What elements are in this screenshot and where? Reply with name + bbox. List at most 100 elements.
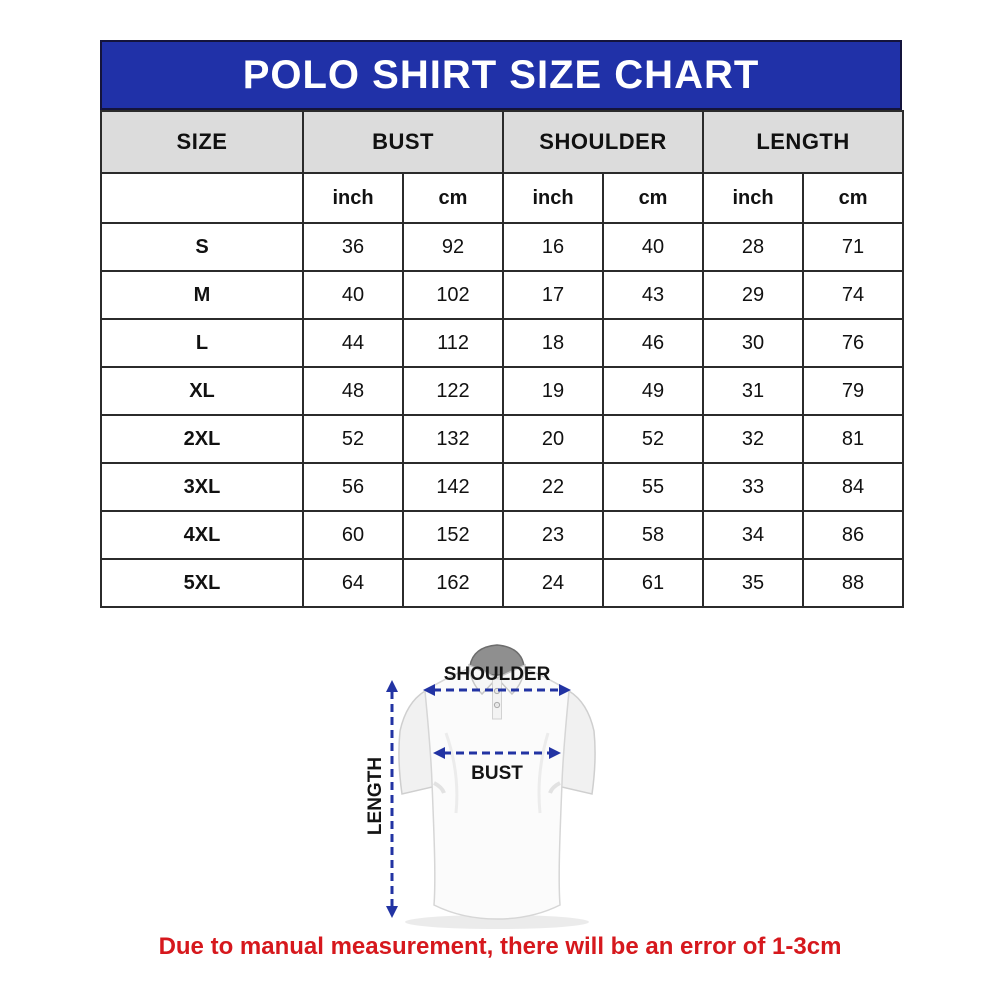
measurement-cell: 122 [401,366,505,416]
measurement-cell: 31 [702,366,805,416]
measurement-cell: 56 [302,462,404,512]
size-label: 3XL [100,462,304,512]
size-table-body: S 36 92 16 40 28 71 M 40 102 17 43 29 74 L 44 112 18 46 30 7… [100,222,905,608]
measurement-cell: 40 [602,222,705,272]
measurement-cell: 64 [302,558,404,608]
measurement-cell: 29 [702,270,805,320]
table-row: XL 48 122 19 49 31 79 [100,366,905,416]
column-group-header: SIZE [100,110,304,174]
size-label: M [100,270,304,320]
measurement-cell: 61 [602,558,705,608]
shoulder-arrow-right-head [559,684,571,696]
column-group-header: LENGTH [702,110,905,174]
measurement-cell: 76 [802,318,905,368]
button-placket [492,678,502,720]
measurement-cell: 24 [502,558,605,608]
crease-right [537,732,550,814]
unit-header: cm [401,172,505,224]
measurement-cell: 19 [502,366,605,416]
shirt-shadow [405,915,589,929]
unit-header-row: inch cm inch cm inch cm [100,172,905,224]
measurement-cell: 86 [802,510,905,560]
measurement-cell: 142 [401,462,505,512]
bust-label: BUST [471,763,523,784]
measurement-cell: 162 [401,558,505,608]
unit-header: cm [602,172,705,224]
collar-right-flap [495,663,526,696]
polo-shirt-diagram: SHOULDER BUST LENGTH [365,644,596,929]
underarm-shadow-left [433,781,446,794]
measurement-cell: 79 [802,366,905,416]
column-group-row: SIZE BUST SHOULDER LENGTH [100,110,905,174]
shoulder-arrow-left-head [423,684,435,696]
table-row: 3XL 56 142 22 55 33 84 [100,462,905,512]
unit-header: inch [702,172,805,224]
measurement-cell: 48 [302,366,404,416]
collar-left-flap [468,663,499,696]
column-group-header: BUST [301,110,505,174]
table-row: S 36 92 16 40 28 71 [100,222,905,272]
measurement-cell: 18 [502,318,605,368]
measurement-cell: 49 [602,366,705,416]
size-label: L [100,318,304,368]
page-title: POLO SHIRT SIZE CHART [242,52,760,97]
measurement-cell: 112 [401,318,505,368]
measurement-cell: 30 [702,318,805,368]
measurement-cell: 60 [302,510,404,560]
measurement-note: Due to manual measurement, there will be… [158,933,842,960]
size-label: 2XL [100,414,304,464]
column-group-header: SHOULDER [502,110,705,174]
table-row: M 40 102 17 43 29 74 [100,270,905,320]
shoulder-label: SHOULDER [444,664,551,685]
table-row: L 44 112 18 46 30 76 [100,318,905,368]
measurement-cell: 132 [401,414,505,464]
length-arrow-bottom-head [386,906,398,918]
button-bottom [493,701,501,709]
unit-header: inch [302,172,404,224]
measurement-cell: 20 [502,414,605,464]
measurement-cell: 74 [802,270,905,320]
measurement-cell: 36 [302,222,404,272]
measurement-cell: 71 [802,222,905,272]
measurement-cell: 17 [502,270,605,320]
measurement-cell: 44 [302,318,404,368]
size-label: S [100,222,304,272]
measurement-cell: 43 [602,270,705,320]
table-row: 5XL 64 162 24 61 35 88 [100,558,905,608]
unit-header: cm [802,172,905,224]
measurement-cell: 32 [702,414,805,464]
measurement-cell: 33 [702,462,805,512]
measurement-cell: 16 [502,222,605,272]
table-row: 4XL 60 152 23 58 34 86 [100,510,905,560]
measurement-cell: 152 [401,510,505,560]
blank-header-cell [100,172,304,224]
size-table-head: SIZE BUST SHOULDER LENGTH inch cm inch cm inch cm [100,110,905,224]
measurement-cell: 34 [702,510,805,560]
measurement-cell: 28 [702,222,805,272]
crease-left [444,732,459,814]
bust-arrow-left-head [433,747,445,759]
measurement-cell: 52 [602,414,705,464]
size-label: 5XL [100,558,304,608]
size-label: XL [100,366,304,416]
measurement-cell: 40 [302,270,404,320]
length-arrow-top-head [386,680,398,692]
size-chart-table: SIZE BUST SHOULDER LENGTH inch cm inch cm inch cm… [100,110,905,608]
measurement-cell: 102 [401,270,505,320]
length-label: LENGTH [365,757,386,835]
title-bar: POLO SHIRT SIZE CHART [100,40,902,110]
measurement-cell: 52 [302,414,404,464]
measurement-cell: 84 [802,462,905,512]
table-row: 2XL 52 132 20 52 32 81 [100,414,905,464]
size-label: 4XL [100,510,304,560]
bust-arrow-right-head [549,747,561,759]
measurement-cell: 58 [602,510,705,560]
unit-header: inch [502,172,605,224]
measurement-cell: 22 [502,462,605,512]
measurement-cell: 92 [401,222,505,272]
measurement-cell: 55 [602,462,705,512]
measurement-cell: 35 [702,558,805,608]
measurement-cell: 81 [802,414,905,464]
measurement-cell: 88 [802,558,905,608]
